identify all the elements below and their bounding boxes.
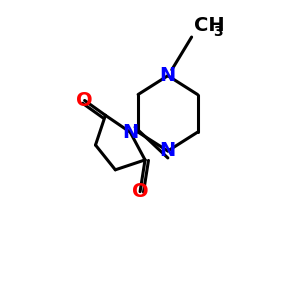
Text: N: N [160, 66, 176, 85]
Text: 3: 3 [213, 25, 223, 39]
Text: O: O [76, 91, 93, 110]
Text: O: O [132, 182, 148, 201]
Text: N: N [122, 123, 138, 142]
Text: CH: CH [194, 16, 224, 35]
Text: N: N [160, 142, 176, 160]
